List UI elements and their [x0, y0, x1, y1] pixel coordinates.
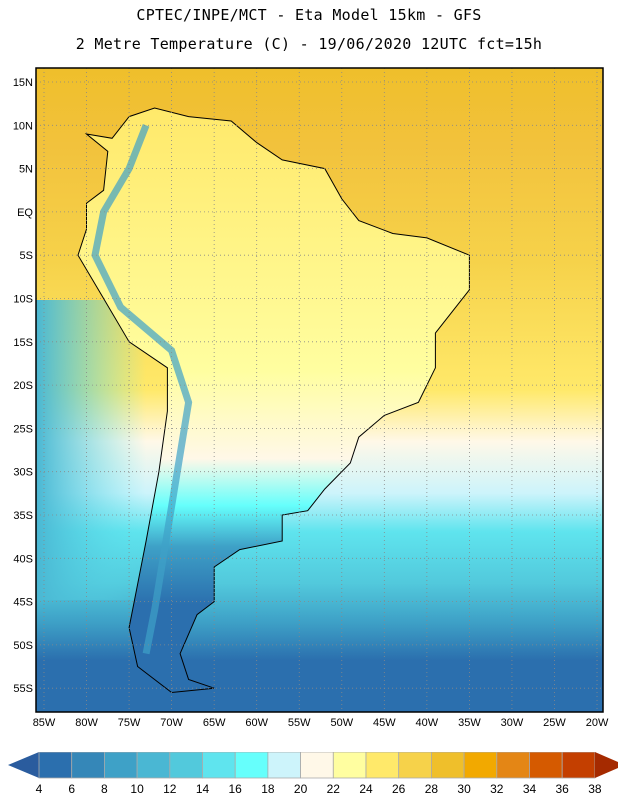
colorbar-label: 32	[490, 782, 504, 796]
colorbar-swatch	[202, 752, 236, 779]
colorbar-swatch	[332, 752, 367, 779]
map-frame	[35, 67, 604, 713]
lat-label: 15S	[13, 337, 33, 349]
colorbar-label: 10	[130, 782, 144, 796]
colorbar-swatch	[300, 752, 334, 779]
colorbar-swatch	[104, 752, 138, 779]
colorbar-label: 24	[359, 782, 373, 796]
lat-label: 15N	[13, 77, 33, 89]
lat-label: 55S	[13, 683, 33, 695]
colorbar-swatch	[529, 752, 563, 779]
lat-label: 45S	[13, 597, 33, 609]
colorbar-label: 12	[163, 782, 177, 796]
lon-label: 85W	[33, 717, 56, 729]
title-line-1: CPTEC/INPE/MCT - Eta Model 15km - GFS	[136, 6, 482, 24]
colorbar-swatch	[430, 752, 465, 779]
colorbar-label: 22	[326, 782, 340, 796]
lon-label: 60W	[245, 717, 268, 729]
andes-cold-band	[91, 124, 193, 655]
colorbar-swatch	[71, 752, 105, 779]
colorbar-swatch	[267, 752, 301, 779]
colorbar-swatch	[38, 752, 73, 779]
colorbar-label: 16	[228, 782, 242, 796]
lat-label: 25S	[13, 423, 33, 435]
colorbar-label: 26	[392, 782, 406, 796]
lon-label: 30W	[501, 717, 524, 729]
colorbar-label: 14	[195, 782, 210, 796]
lon-label: 65W	[203, 717, 226, 729]
lon-label: 40W	[416, 717, 439, 729]
colorbar-swatch	[136, 752, 171, 779]
lat-label: 10N	[13, 120, 33, 132]
lon-label: 55W	[288, 717, 311, 729]
colorbar-above-arrow	[594, 752, 618, 778]
lon-label: 25W	[543, 717, 566, 729]
colorbar-swatch	[169, 752, 203, 779]
colorbar	[8, 752, 618, 779]
colorbar-swatch	[463, 752, 498, 779]
lat-label: 40S	[13, 553, 33, 565]
lon-label: 80W	[75, 717, 98, 729]
lon-label: 75W	[118, 717, 141, 729]
lat-label: 5N	[19, 164, 33, 176]
lat-label: 20S	[13, 380, 33, 392]
colorbar-swatch	[561, 752, 596, 779]
lat-label: 5S	[20, 250, 33, 262]
lon-label: 45W	[373, 717, 396, 729]
lon-label: 70W	[160, 717, 183, 729]
colorbar-label: 8	[101, 782, 108, 796]
lat-label: EQ	[17, 207, 33, 219]
lon-label: 50W	[330, 717, 353, 729]
map-plot-area	[35, 67, 604, 713]
colorbar-label: 4	[35, 782, 43, 796]
lon-label: 20W	[586, 717, 609, 729]
colorbar-below-arrow	[8, 752, 39, 778]
colorbar-label: 30	[457, 782, 471, 796]
lat-label: 30S	[13, 467, 33, 479]
temperature-map: 15N 10N 5N EQ 5S 10S 15S 20S 25S 30S 35S 40S 45S 50S 5…	[13, 67, 609, 729]
lat-label: 50S	[13, 640, 33, 652]
colorbar-label: 38	[588, 782, 602, 796]
colorbar-swatch	[496, 752, 530, 779]
lat-label: 10S	[13, 294, 33, 306]
title-line-2: 2 Metre Temperature (C) - 19/06/2020 12U…	[75, 35, 543, 53]
lat-label: 35S	[13, 510, 33, 522]
colorbar-label: 6	[68, 782, 76, 796]
colorbar-swatch	[234, 752, 269, 779]
colorbar-swatch	[398, 752, 432, 779]
colorbar-label: 36	[555, 782, 569, 796]
colorbar-label: 34	[522, 782, 537, 796]
colorbar-swatch	[365, 752, 400, 779]
lat-lon-grid	[36, 68, 603, 712]
pacific-cool-field	[36, 300, 146, 600]
south-america-outline	[77, 107, 470, 694]
colorbar-label: 18	[261, 782, 275, 796]
colorbar-label: 20	[293, 782, 308, 796]
lon-label: 35W	[458, 717, 481, 729]
colorbar-label: 28	[424, 782, 439, 796]
